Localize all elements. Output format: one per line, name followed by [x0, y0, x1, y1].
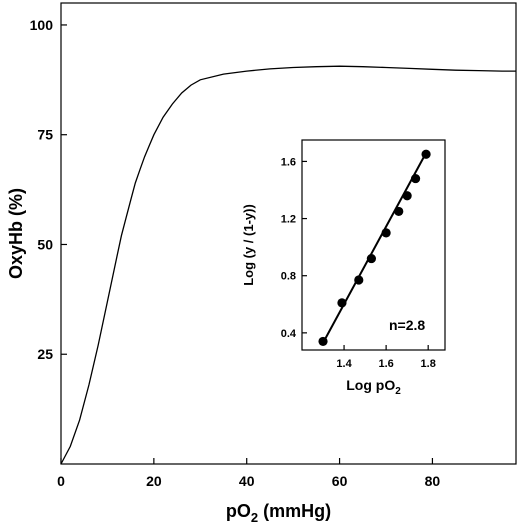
inset-y-axis-title: Log (y / (1-y)): [241, 204, 256, 286]
y-axis-title: OxyHb (%): [6, 188, 26, 279]
inset-plot-frame: [301, 139, 446, 351]
data-point: [402, 191, 412, 201]
data-point: [318, 336, 328, 347]
x-tick-label: 20: [146, 473, 162, 489]
inset-x-tick-label: 1.4: [336, 358, 352, 370]
inset-x-tick-label: 1.8: [421, 358, 436, 370]
y-tick-label: 75: [37, 127, 53, 143]
inset-chart: 1.4 1.6 1.8 0.4 0.8 1.2 1.6 Log pO2 Log (y / (1-…: [241, 139, 446, 397]
y-tick-label: 25: [37, 346, 53, 362]
x-axis-title: pO2 (mmHg): [226, 501, 331, 525]
inset-y-tick-label: 0.8: [281, 271, 296, 283]
inset-x-axis-title-main: Log pO: [346, 377, 395, 393]
x-tick-label: 40: [239, 473, 255, 489]
data-point: [366, 253, 376, 264]
inset-y-tick-label: 1.6: [281, 156, 296, 168]
data-point: [410, 173, 421, 184]
inset-x-tick-label: 1.6: [378, 358, 393, 370]
inset-y-tick-label: 0.4: [281, 328, 297, 340]
x-tick-label: 60: [332, 473, 348, 489]
x-axis-title-unit: (mmHg): [258, 501, 331, 521]
x-tick-label: 80: [425, 473, 441, 489]
data-point: [421, 149, 431, 159]
y-tick-label: 100: [30, 17, 54, 33]
main-plot-frame: [60, 2, 517, 465]
data-point: [354, 275, 364, 285]
inset-x-axis-title: Log pO2: [346, 377, 401, 397]
hill-fit-line: [322, 152, 427, 344]
oxyhb-dissociation-curve: [60, 65, 516, 465]
x-tick-label: 0: [57, 473, 65, 489]
y-tick-label: 50: [37, 236, 53, 252]
inset-x-axis-title-subscript: 2: [395, 386, 401, 397]
data-point: [381, 228, 391, 238]
data-point: [394, 206, 404, 217]
x-axis-title-subscript: 2: [251, 510, 258, 525]
x-axis-title-main: pO: [226, 501, 251, 521]
inset-y-tick-label: 1.2: [281, 214, 296, 226]
hill-coefficient-label: n=2.8: [389, 317, 425, 333]
data-point: [337, 298, 347, 308]
